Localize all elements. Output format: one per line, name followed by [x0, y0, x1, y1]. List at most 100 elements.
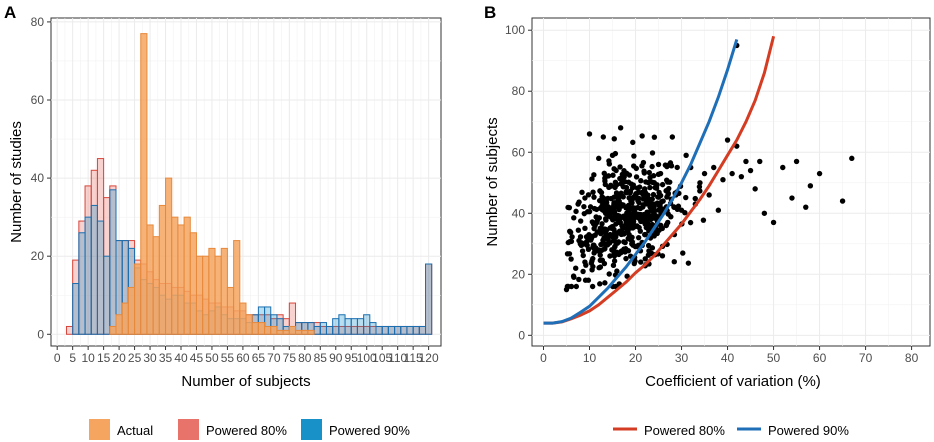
- scatter-point: [605, 173, 612, 179]
- scatter-point: [591, 242, 597, 248]
- scatter-point: [649, 163, 655, 170]
- bar-powered-90: [375, 325, 383, 335]
- panel-a-x-tick-label: 10: [81, 351, 95, 365]
- scatter-point: [588, 237, 594, 243]
- bar-actual: [295, 329, 303, 335]
- panel-a-x-tick-label: 20: [112, 351, 126, 365]
- scatter-point: [663, 188, 669, 194]
- scatter-point: [614, 198, 621, 205]
- scatter-point: [648, 205, 654, 212]
- scatter-point: [651, 134, 658, 140]
- panel-b-x-tick-label: 50: [767, 351, 781, 365]
- scatter-point: [623, 184, 630, 191]
- scatter-point: [618, 190, 624, 196]
- bar-actual: [183, 216, 191, 335]
- scatter-point: [692, 195, 698, 202]
- scatter-point: [680, 250, 686, 256]
- scatter-point: [603, 217, 609, 223]
- scatter-point: [617, 125, 624, 131]
- scatter-point: [624, 170, 630, 177]
- panel-a: 0 5 10 15 20 25 30 35 40 45 50 55 60 65 70 75 80 85 90 9510…: [8, 15, 442, 390]
- scatter-point: [631, 260, 637, 267]
- scatter-point: [617, 164, 623, 170]
- panel-b-legend: Powered 80% Powered 90%: [613, 423, 849, 438]
- scatter-point: [613, 216, 620, 222]
- scatter-point: [590, 189, 596, 195]
- bar-actual: [226, 286, 235, 335]
- bar-actual: [245, 314, 253, 335]
- scatter-point: [602, 229, 608, 236]
- scatter-point: [597, 252, 603, 258]
- bar-powered-90: [363, 314, 371, 335]
- scatter-point: [633, 165, 640, 172]
- scatter-point: [650, 173, 657, 179]
- scatter-point: [747, 167, 754, 174]
- panel-b-x-tick-label: 60: [813, 351, 827, 365]
- bar-actual: [270, 325, 278, 335]
- scatter-point: [687, 219, 694, 226]
- scatter-point: [655, 161, 662, 168]
- scatter-point: [803, 204, 809, 210]
- scatter-point: [683, 194, 689, 201]
- panel-b-y-tick-label: 60: [512, 145, 526, 159]
- scatter-point: [671, 259, 677, 265]
- scatter-point: [583, 262, 589, 268]
- legend-label-actual: Actual: [117, 423, 153, 438]
- scatter-point: [571, 215, 577, 221]
- scatter-point: [592, 222, 598, 229]
- legend-swatch-powered-90: [301, 419, 322, 440]
- scatter-point: [599, 257, 606, 263]
- panel-a-x-tick-label: 120: [419, 351, 439, 365]
- panel-b-x-tick-label: 0: [540, 351, 547, 365]
- scatter-point: [757, 158, 763, 165]
- scatter-point: [638, 177, 644, 184]
- legend-label-powered-90: Powered 90%: [329, 423, 410, 438]
- scatter-point: [649, 245, 656, 251]
- scatter-point: [606, 213, 612, 219]
- bar-powered-90: [369, 322, 377, 335]
- scatter-point: [624, 228, 631, 234]
- panel-a-y-tick-label: 60: [31, 93, 45, 107]
- scatter-point: [656, 227, 662, 233]
- scatter-point: [597, 264, 604, 270]
- scatter-point: [582, 195, 588, 201]
- bar-actual: [109, 325, 117, 335]
- scatter-point: [770, 219, 777, 226]
- scatter-point: [635, 234, 642, 241]
- scatter-point: [602, 280, 608, 286]
- scatter-point: [645, 179, 651, 186]
- scatter-point: [669, 134, 676, 140]
- scatter-point: [630, 139, 636, 146]
- scatter-point: [600, 134, 607, 140]
- bar-powered-90: [313, 325, 321, 335]
- scatter-point: [638, 259, 644, 265]
- bar-actual: [134, 263, 142, 335]
- scatter-point: [623, 204, 629, 211]
- bar-actual: [288, 325, 297, 335]
- bar-actual: [195, 255, 204, 335]
- scatter-point: [586, 232, 592, 238]
- bar-actual: [239, 302, 247, 335]
- scatter-point: [652, 207, 658, 214]
- scatter-point: [720, 177, 726, 183]
- panel-b-ticks: 0 10 20 30 40 50 60 70 80 0 20 40 60 80 100: [505, 23, 919, 365]
- bar-actual: [202, 255, 210, 335]
- scatter-point: [682, 210, 688, 216]
- bar-actual: [140, 33, 148, 335]
- panel-a-x-tick-label: 105: [372, 351, 392, 365]
- scatter-point: [631, 222, 637, 228]
- scatter-point: [564, 251, 571, 257]
- scatter-point: [573, 265, 579, 271]
- panel-b-y-tick-label: 0: [518, 328, 525, 342]
- scatter-point: [793, 158, 800, 165]
- scatter-point: [633, 174, 640, 180]
- bar-powered-90: [412, 325, 420, 335]
- scatter-point: [631, 153, 637, 159]
- legend-label-line-powered-80: Powered 80%: [644, 423, 725, 438]
- panel-a-x-tick-label: 85: [314, 351, 328, 365]
- scatter-point: [607, 253, 613, 259]
- scatter-point: [577, 234, 584, 240]
- bar-actual: [257, 322, 266, 335]
- bar-powered-90: [406, 325, 414, 335]
- scatter-point: [613, 190, 620, 196]
